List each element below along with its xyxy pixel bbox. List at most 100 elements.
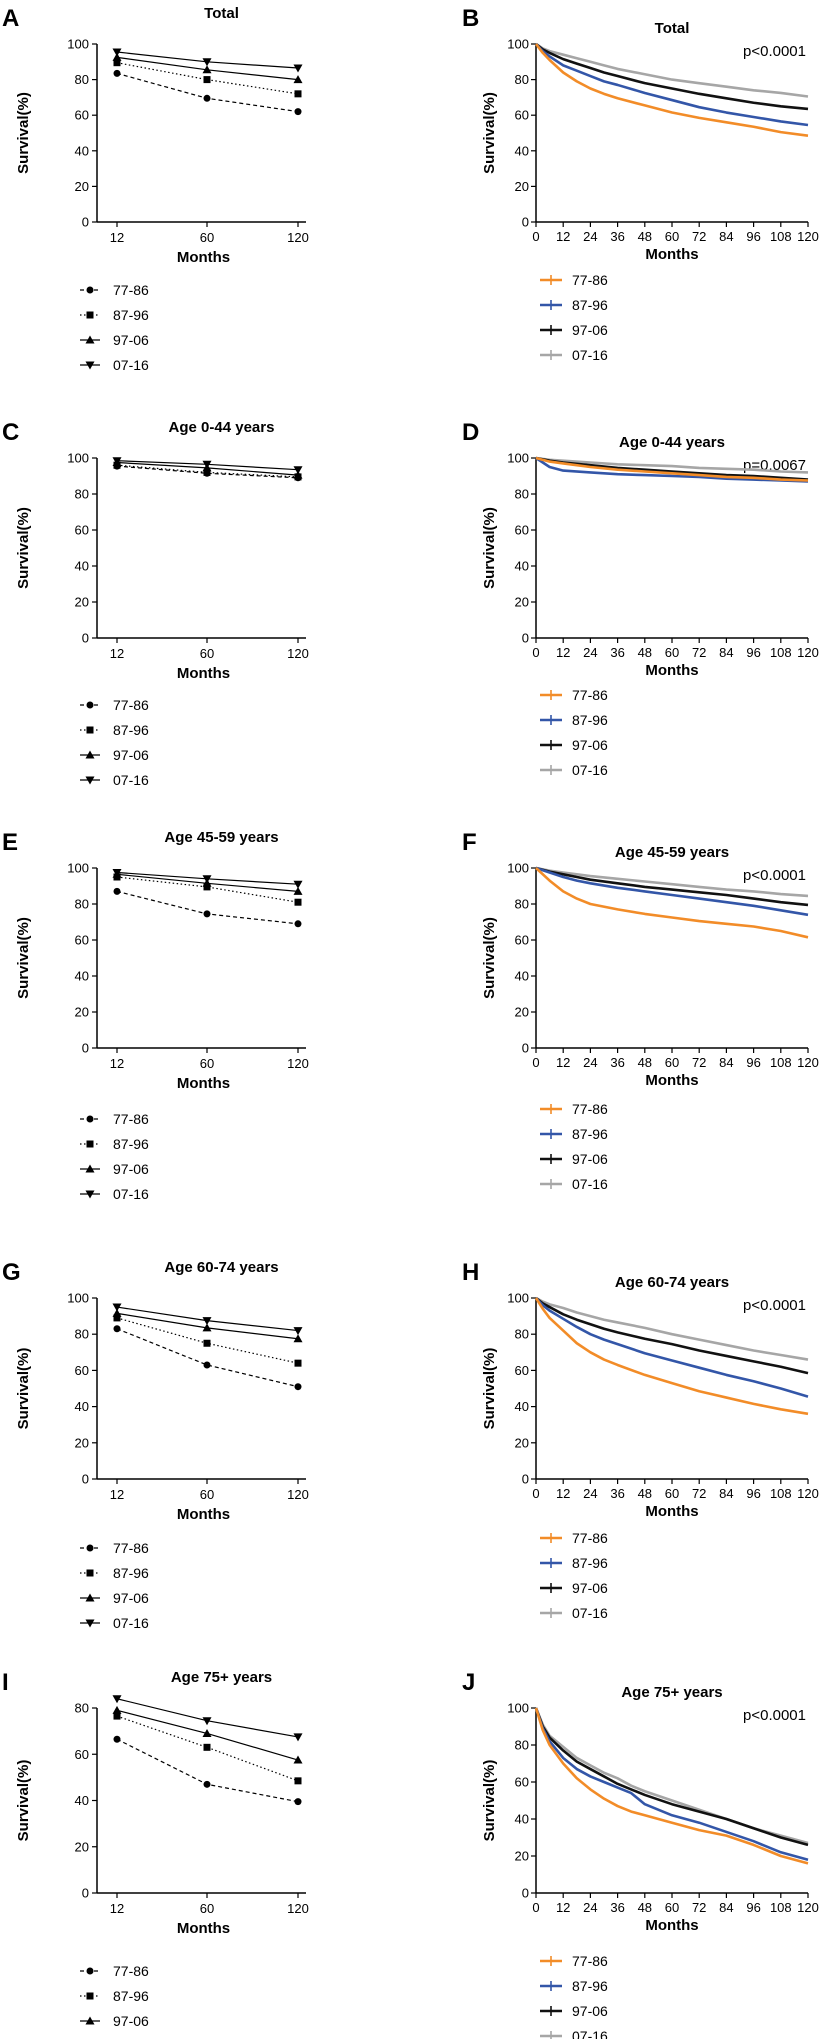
survival-curve-87-96 — [535, 866, 809, 917]
panel-letter: C — [2, 419, 19, 446]
chart-title: Age 60-74 years — [615, 1274, 729, 1291]
y-tick-label: 60 — [75, 1747, 89, 1762]
x-axis-label: Months — [177, 1075, 230, 1092]
y-tick-label: 40 — [75, 1399, 89, 1414]
y-axis-label: Survival(%) — [481, 917, 498, 999]
panel-c: C Age 0-44 years 0 20 40 60 80 100 12 60 120 Months… — [2, 419, 309, 788]
series-line-87-96 — [116, 876, 299, 903]
data-point-77-86 — [203, 1361, 211, 1369]
legend-label: 77-86 — [572, 1530, 608, 1546]
y-axis-label: Survival(%) — [481, 507, 498, 589]
legend-label: 77-86 — [113, 697, 149, 713]
y-tick-label: 60 — [515, 108, 529, 123]
x-tick-label: 12 — [556, 1486, 570, 1501]
survival-curve-97-06 — [535, 1296, 809, 1375]
y-tick-label: 100 — [67, 37, 89, 52]
survival-curve-87-96 — [535, 43, 809, 127]
legend-label: 87-96 — [572, 1555, 608, 1571]
y-tick-label: 100 — [507, 1291, 529, 1306]
legend-label: 97-06 — [572, 2003, 608, 2019]
y-tick-label: 60 — [75, 1363, 89, 1378]
x-tick-label: 60 — [665, 1900, 679, 1915]
legend-label: 77-86 — [113, 282, 149, 298]
x-tick-label: 0 — [532, 645, 539, 660]
chart-title: Age 45-59 years — [615, 844, 729, 861]
x-tick-label: 0 — [532, 1900, 539, 1915]
legend-marker — [85, 1619, 95, 1628]
y-tick-label: 20 — [515, 595, 529, 610]
legend-label: 77-86 — [113, 1540, 149, 1556]
panel-letter: H — [462, 1259, 479, 1286]
y-tick-label: 20 — [75, 595, 89, 610]
legend-marker — [86, 1544, 94, 1552]
x-tick-label: 36 — [610, 229, 624, 244]
series-line-77-86 — [116, 1328, 299, 1388]
x-tick-label: 120 — [797, 1900, 819, 1915]
x-tick-label: 84 — [719, 1900, 733, 1915]
y-tick-label: 60 — [515, 933, 529, 948]
chart-title: Age 0-44 years — [169, 419, 275, 436]
panel-g: G Age 60-74 years 0 20 40 60 80 100 12 60 120 Month… — [2, 1259, 309, 1631]
legend-label: 77-86 — [572, 1953, 608, 1969]
y-tick-label: 100 — [507, 37, 529, 52]
chart-title: Age 0-44 years — [619, 434, 725, 451]
legend-label: 87-96 — [572, 712, 608, 728]
x-tick-label: 84 — [719, 229, 733, 244]
x-tick-label: 48 — [638, 645, 652, 660]
legend-label: 77-86 — [113, 1111, 149, 1127]
y-tick-label: 80 — [75, 1701, 89, 1716]
y-tick-label: 40 — [515, 1812, 529, 1827]
x-tick-label: 12 — [556, 229, 570, 244]
y-tick-label: 80 — [515, 72, 529, 87]
y-tick-label: 0 — [82, 631, 89, 646]
x-tick-label: 12 — [556, 645, 570, 660]
data-point-07-16 — [112, 48, 122, 57]
y-tick-label: 0 — [522, 1472, 529, 1487]
survival-curve-77-86 — [535, 867, 809, 939]
panel-letter: A — [2, 5, 19, 32]
x-tick-label: 48 — [638, 1055, 652, 1070]
x-tick-label: 12 — [110, 1056, 124, 1071]
data-point-97-06 — [202, 65, 212, 74]
data-point-87-96 — [203, 1743, 211, 1751]
data-point-87-96 — [294, 90, 302, 98]
legend-label: 77-86 — [572, 272, 608, 288]
legend-label: 87-96 — [113, 1136, 149, 1152]
y-tick-label: 20 — [75, 179, 89, 194]
x-tick-label: 72 — [692, 229, 706, 244]
panel-b: B Total p<0.0001 0 20 40 60 80 100 0 12 24 36 48 60 72 8… — [462, 5, 819, 363]
legend-label: 97-06 — [572, 1580, 608, 1596]
y-tick-label: 0 — [522, 215, 529, 230]
x-tick-label: 24 — [583, 645, 597, 660]
survival-curve-77-86 — [534, 1297, 809, 1416]
legend-marker — [85, 750, 95, 759]
x-tick-label: 120 — [797, 645, 819, 660]
series-line-77-86 — [116, 890, 299, 925]
survival-curve-07-16 — [535, 1296, 809, 1361]
x-tick-label: 48 — [638, 229, 652, 244]
x-tick-label: 48 — [638, 1486, 652, 1501]
x-tick-label: 120 — [287, 1056, 309, 1071]
y-axis-label: Survival(%) — [15, 92, 32, 174]
x-tick-label: 24 — [583, 1486, 597, 1501]
data-point-97-06 — [112, 52, 122, 61]
data-point-77-86 — [294, 1383, 302, 1391]
p-value: p<0.0001 — [743, 867, 806, 884]
panel-h: H Age 60-74 years p<0.0001 0 20 40 60 80 100 0 12 2… — [462, 1259, 819, 1621]
data-point-77-86 — [113, 887, 121, 895]
y-tick-label: 100 — [507, 1701, 529, 1716]
data-point-87-96 — [113, 59, 121, 67]
data-point-07-16 — [293, 64, 303, 73]
y-tick-label: 40 — [515, 559, 529, 574]
legend-label: 77-86 — [113, 1963, 149, 1979]
panel-letter: J — [462, 1669, 475, 1696]
x-tick-label: 120 — [797, 229, 819, 244]
panel-f: F Age 45-59 years p<0.0001 0 20 40 60 80 100 0 12 2… — [462, 829, 819, 1192]
y-tick-label: 80 — [75, 72, 89, 87]
survival-curve-97-06 — [534, 1707, 809, 1847]
y-tick-label: 100 — [67, 861, 89, 876]
x-axis-label: Months — [177, 1920, 230, 1937]
x-tick-label: 108 — [770, 229, 792, 244]
x-tick-label: 0 — [532, 1055, 539, 1070]
data-point-97-06 — [112, 1308, 122, 1317]
